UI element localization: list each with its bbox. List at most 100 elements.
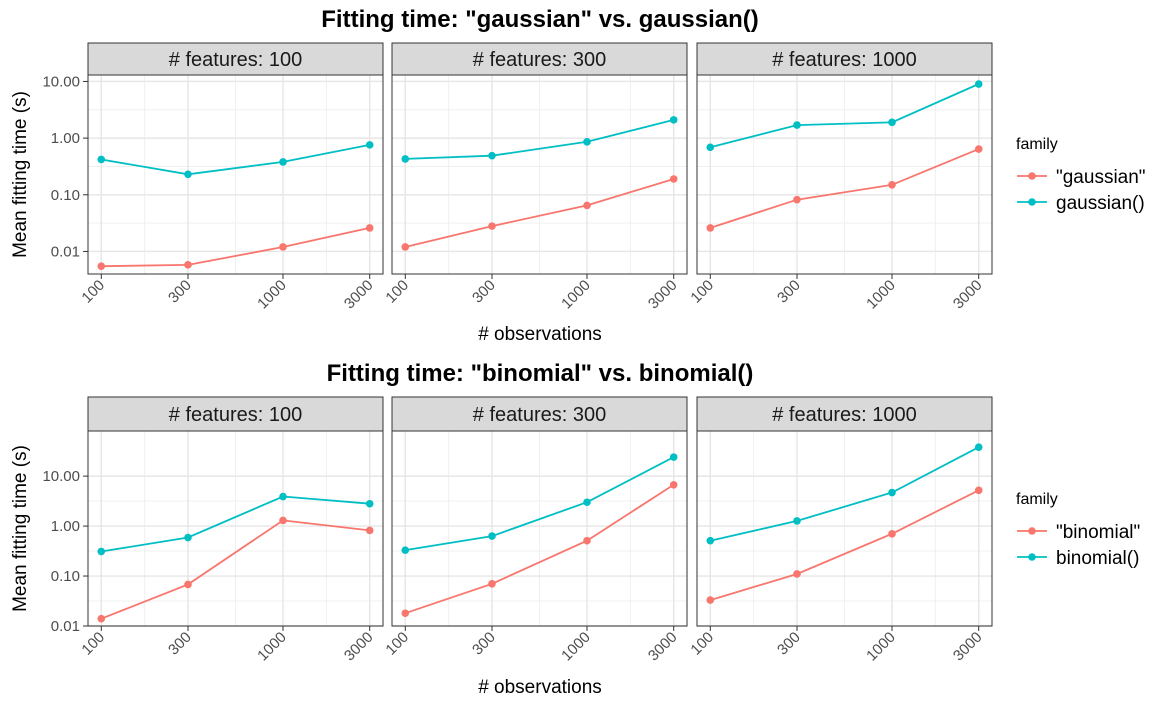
data-point <box>279 158 287 166</box>
data-point <box>279 492 287 501</box>
y-tick-label: 1.00 <box>51 130 80 147</box>
data-point <box>669 175 678 183</box>
chart-title: Fitting time: "binomial" vs. binomial() <box>327 360 754 387</box>
legend-key-point <box>1028 172 1036 180</box>
facet-strip <box>696 42 993 76</box>
data-point <box>583 536 591 545</box>
x-tick-label: 1000 <box>254 629 290 665</box>
series-line <box>710 489 980 601</box>
y-tick-label: 0.01 <box>51 618 80 635</box>
x-tick-label: 300 <box>469 629 499 659</box>
data-point <box>706 536 715 545</box>
x-tick-label: 100 <box>382 277 412 307</box>
x-tick-label: 3000 <box>645 629 681 665</box>
y-tick-label: 0.10 <box>51 568 80 585</box>
data-point <box>97 547 106 556</box>
x-axis-title: # observations <box>478 324 602 345</box>
y-tick-label: 0.01 <box>51 243 80 260</box>
data-point <box>669 116 678 124</box>
panel-border <box>87 430 384 627</box>
panel-border <box>696 74 993 275</box>
y-tick-label: 10.00 <box>42 73 80 90</box>
series-line <box>101 144 370 176</box>
x-tick-label: 300 <box>469 277 499 307</box>
facet-strip-label: # features: 1000 <box>772 404 917 426</box>
x-tick-label: 100 <box>78 629 108 659</box>
facet-strip-label: # features: 300 <box>473 49 606 71</box>
data-point <box>365 526 374 535</box>
legend-title: family <box>1016 136 1058 153</box>
x-tick-label: 300 <box>774 629 804 659</box>
data-point <box>184 580 192 589</box>
y-axis-title: Mean fitting time (s) <box>10 445 31 612</box>
data-point <box>488 222 496 230</box>
data-point <box>365 499 374 508</box>
legend-label: "gaussian" <box>1056 167 1146 188</box>
data-point <box>669 453 678 461</box>
legend-label: binomial() <box>1056 548 1139 569</box>
data-point <box>365 141 374 149</box>
series-line <box>100 519 370 620</box>
data-point <box>583 498 591 507</box>
x-tick-label: 1000 <box>254 277 290 313</box>
data-point <box>888 181 896 189</box>
series-line <box>710 83 980 149</box>
data-point <box>974 443 983 451</box>
data-point <box>888 118 896 127</box>
series-line <box>710 148 980 229</box>
data-point <box>793 570 801 578</box>
data-point <box>184 261 192 269</box>
data-point <box>793 195 801 204</box>
y-tick-label: 10.00 <box>42 468 80 485</box>
panel-border <box>87 74 384 275</box>
data-point <box>488 151 496 160</box>
facet-strip-label: # features: 100 <box>169 49 302 71</box>
x-tick-label: 1000 <box>863 629 899 665</box>
data-point <box>97 614 106 623</box>
data-point <box>401 155 410 163</box>
data-point <box>401 243 410 251</box>
data-point <box>97 155 106 164</box>
y-tick-label: 0.10 <box>51 187 80 204</box>
y-tick-label: 1.00 <box>51 518 80 535</box>
legend-title: family <box>1016 491 1058 508</box>
panel-3: # features: 1000 100 300 1000 3000 <box>687 42 993 313</box>
data-point <box>488 532 496 540</box>
facet-strip <box>87 42 384 76</box>
data-point <box>888 530 896 538</box>
data-point <box>974 486 983 495</box>
panel-1: # features: 100 100 300 1000 3000 0.01 0.10 1.0… <box>42 396 384 665</box>
chart-1: Fitting time: "gaussian" vs. gaussian() #… <box>10 6 1146 345</box>
data-point <box>365 224 374 232</box>
facet-strip <box>391 42 688 76</box>
series-line <box>101 495 370 553</box>
y-axis-title: Mean fitting time (s) <box>10 91 31 258</box>
facet-strip <box>696 396 993 432</box>
data-point <box>793 517 801 525</box>
chart-title: Fitting time: "gaussian" vs. gaussian() <box>321 6 759 33</box>
legend-label: gaussian() <box>1056 193 1145 214</box>
data-point <box>583 138 591 146</box>
series-line <box>710 446 980 542</box>
legend: family "binomial" binomial() <box>1016 491 1140 569</box>
x-tick-label: 100 <box>687 629 717 659</box>
legend-key-point <box>1028 198 1036 206</box>
data-point <box>401 609 410 618</box>
x-axis-title: # observations <box>478 677 602 697</box>
data-point <box>669 481 678 489</box>
data-point <box>184 170 192 179</box>
data-point <box>184 533 192 542</box>
series-line <box>405 456 675 551</box>
data-point <box>888 488 896 497</box>
data-point <box>279 243 287 251</box>
series-line <box>101 227 370 268</box>
data-point <box>706 224 715 232</box>
x-tick-label: 100 <box>382 629 412 659</box>
data-point <box>974 80 983 88</box>
x-tick-label: 3000 <box>950 277 986 313</box>
series-line <box>405 484 675 615</box>
data-point <box>401 546 410 554</box>
legend-label: "binomial" <box>1056 522 1140 543</box>
